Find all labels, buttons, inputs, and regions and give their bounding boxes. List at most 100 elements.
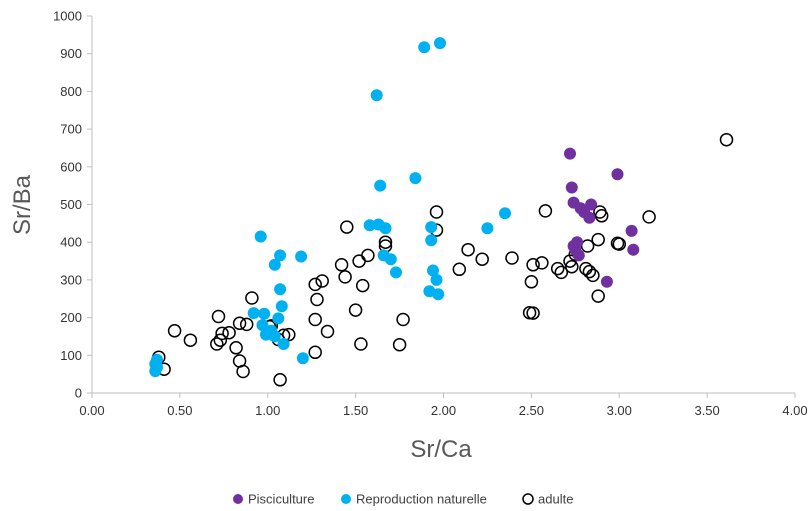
data-point — [210, 337, 224, 351]
data-point — [315, 274, 329, 288]
data-point — [526, 306, 540, 320]
data-point — [427, 264, 439, 277]
data-point — [526, 258, 540, 272]
data-point — [273, 373, 287, 387]
data-point — [295, 250, 308, 263]
data-point — [215, 326, 229, 341]
data-point — [585, 198, 598, 211]
x-tick-label: 3.00 — [607, 403, 632, 418]
data-point — [594, 209, 609, 223]
data-point — [236, 364, 250, 379]
data-point — [425, 221, 438, 234]
data-point — [379, 222, 392, 235]
y-tick-label: 900 — [60, 46, 82, 61]
data-point — [274, 249, 287, 262]
legend-marker — [341, 494, 351, 504]
data-point — [268, 330, 281, 343]
data-point — [586, 268, 600, 283]
data-point — [183, 333, 198, 347]
y-tick-label: 700 — [60, 122, 82, 137]
data-point — [565, 259, 579, 274]
data-point — [222, 325, 236, 340]
data-point — [308, 312, 322, 327]
data-point — [418, 41, 431, 54]
data-point — [258, 307, 271, 320]
data-point — [348, 303, 363, 317]
data-point — [254, 230, 267, 243]
data-point — [354, 337, 368, 351]
data-point — [434, 37, 446, 50]
data-point — [591, 232, 605, 247]
data-point — [600, 275, 613, 288]
data-point — [429, 205, 444, 219]
data-point — [211, 309, 226, 324]
series-reproduction-naturelle — [149, 37, 511, 378]
x-tick-label: 2.50 — [519, 403, 544, 418]
data-point — [245, 291, 259, 305]
data-point — [611, 168, 624, 181]
series-adulte — [152, 132, 734, 387]
data-point — [524, 275, 539, 289]
data-point — [565, 181, 578, 194]
data-point — [612, 237, 627, 251]
data-point — [430, 273, 443, 286]
data-point — [499, 207, 511, 220]
data-point — [277, 338, 290, 350]
y-tick-label: 400 — [60, 235, 82, 250]
data-point — [338, 270, 352, 284]
x-tick-label: 4.00 — [782, 403, 807, 418]
data-point — [580, 239, 595, 253]
data-point — [308, 345, 322, 360]
y-tick-label: 1000 — [53, 9, 82, 24]
data-point — [384, 253, 397, 266]
data-point — [461, 242, 475, 257]
data-point — [475, 252, 489, 266]
data-point — [505, 251, 519, 265]
legend-marker — [233, 494, 243, 504]
data-point — [308, 277, 322, 292]
y-tick-label: 200 — [60, 310, 82, 325]
data-point — [642, 210, 656, 224]
data-point — [625, 224, 638, 237]
data-point — [378, 235, 393, 249]
data-point — [452, 262, 467, 277]
y-axis-title: Sr/Ba — [9, 174, 36, 235]
data-point — [409, 172, 422, 185]
data-point — [481, 222, 494, 235]
y-tick-label: 800 — [60, 84, 82, 99]
legend-marker — [522, 493, 534, 505]
y-tick-label: 100 — [60, 348, 82, 363]
data-point — [572, 249, 585, 262]
legend-label: adulte — [538, 492, 573, 507]
data-point — [582, 264, 597, 279]
x-tick-label: 0.00 — [79, 403, 104, 418]
data-point — [352, 254, 366, 268]
data-point — [583, 211, 596, 224]
data-point — [320, 324, 335, 339]
data-point — [361, 248, 375, 263]
plot-area — [149, 37, 734, 387]
data-point — [355, 278, 370, 293]
data-point — [432, 288, 445, 301]
data-point — [232, 316, 247, 331]
data-point — [256, 319, 269, 332]
data-point — [340, 220, 354, 234]
y-tick-label: 500 — [60, 197, 82, 212]
y-tick-label: 0 — [75, 386, 82, 401]
data-point — [363, 219, 376, 232]
data-point — [535, 256, 549, 270]
x-tick-label: 1.00 — [255, 403, 280, 418]
x-tick-label: 1.50 — [343, 403, 368, 418]
data-point — [274, 283, 287, 296]
data-point — [627, 243, 640, 256]
legend-label: Reproduction naturelle — [356, 492, 487, 507]
data-point — [247, 307, 260, 320]
data-point — [719, 132, 734, 147]
data-point — [579, 261, 593, 276]
data-point — [268, 258, 281, 271]
legend: Pisciculture Reproduction naturelle adulte — [233, 492, 573, 507]
data-point — [275, 300, 288, 313]
data-point — [550, 261, 565, 276]
y-tick-label: 600 — [60, 159, 82, 174]
